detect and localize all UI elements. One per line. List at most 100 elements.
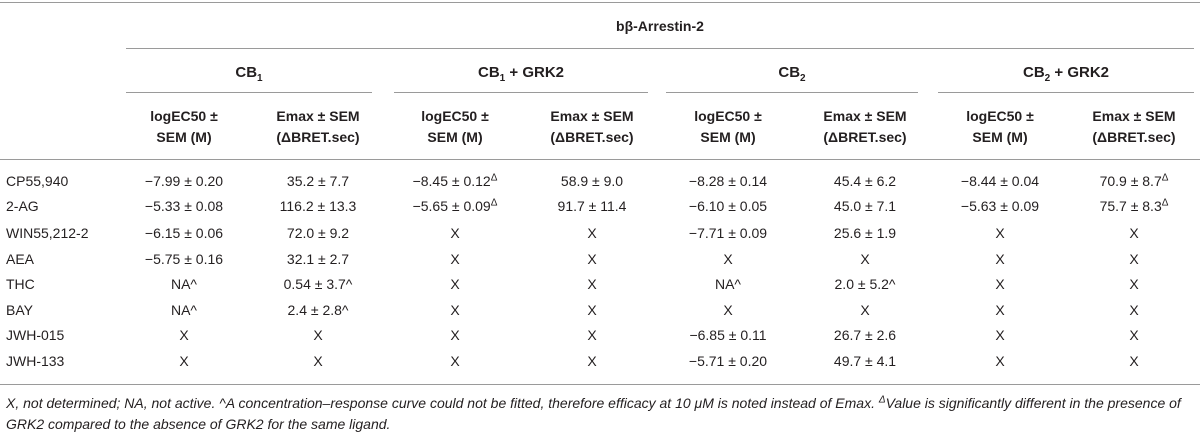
table-cell: X — [524, 248, 660, 270]
cell-value: 49.7 ± 4.1 — [833, 353, 897, 369]
table-cell: X — [932, 324, 1068, 346]
table-cell: 116.2 ± 13.3 — [250, 195, 386, 217]
table-cell: X — [1066, 324, 1200, 346]
table-cell: 25.6 ± 1.9 — [797, 222, 933, 244]
cell-value: −5.75 ± 0.16 — [144, 251, 224, 267]
column-header-1: logEC50 ± SEM (M) — [116, 106, 252, 148]
table-cell: −7.99 ± 0.20 — [116, 170, 252, 192]
column-header-line1: logEC50 ± — [694, 108, 762, 124]
column-header-line1: logEC50 ± — [966, 108, 1034, 124]
group-header-suffix: + GRK2 — [505, 64, 564, 81]
table-cell: NA^ — [660, 273, 796, 295]
cell-value: X — [450, 276, 460, 292]
cell-value: 45.4 ± 6.2 — [833, 173, 897, 189]
table-cell: X — [797, 299, 933, 321]
cell-value: −8.28 ± 0.14 — [688, 173, 768, 189]
table-cell: 26.7 ± 2.6 — [797, 324, 933, 346]
column-header-line1: logEC50 ± — [150, 108, 218, 124]
column-header-line2: (ΔBRET.sec) — [1092, 129, 1176, 145]
cell-value: X — [860, 302, 870, 318]
table-row: BAY NA^ 2.4 ± 2.8^ X X X X X X — [0, 299, 1200, 321]
cell-value: X — [995, 353, 1005, 369]
group-header-subscript: 1 — [499, 73, 506, 84]
column-header-2: Emax ± SEM (ΔBRET.sec) — [250, 106, 386, 148]
table-row: JWH-015 X X X X −6.85 ± 0.11 26.7 ± 2.6 X X — [0, 324, 1200, 346]
cell-value: NA^ — [714, 276, 742, 292]
table-cell: X — [1066, 248, 1200, 270]
table-cell: X — [932, 222, 1068, 244]
cell-value: −6.15 ± 0.06 — [144, 225, 224, 241]
column-header-7: logEC50 ± SEM (M) — [932, 106, 1068, 148]
table-cell: X — [932, 248, 1068, 270]
column-header-line1: Emax ± SEM — [276, 108, 360, 124]
cell-value: 45.0 ± 7.1 — [833, 198, 897, 214]
cell-value: −7.71 ± 0.09 — [688, 225, 768, 241]
table-row: CP55,940 −7.99 ± 0.20 35.2 ± 7.7 −8.45 ± 0.… — [0, 170, 1200, 192]
ligand-name: WIN55,212-2 — [6, 225, 89, 241]
cell-value: X — [587, 353, 597, 369]
table-cell: −8.44 ± 0.04 — [932, 170, 1068, 192]
table-row: 2-AG −5.33 ± 0.08 116.2 ± 13.3 −5.65 ± 0.09… — [0, 195, 1200, 217]
cell-value: X — [450, 225, 460, 241]
cell-value: 2.4 ± 2.8^ — [287, 302, 349, 318]
table-cell: −6.85 ± 0.11 — [660, 324, 796, 346]
column-header-line1: Emax ± SEM — [1092, 108, 1176, 124]
table-cell: X — [1066, 222, 1200, 244]
column-header-line2: (ΔBRET.sec) — [276, 129, 360, 145]
table-cell: X — [250, 324, 386, 346]
cell-value: X — [1129, 353, 1139, 369]
table-cell: X — [250, 350, 386, 372]
table-cell: X — [797, 248, 933, 270]
column-header-3: logEC50 ± SEM (M) — [387, 106, 523, 148]
footnote-text-1: X, not determined; NA, not active. ^A co… — [6, 395, 879, 411]
column-header-line1: Emax ± SEM — [550, 108, 634, 124]
table-cell: X — [387, 248, 523, 270]
cell-value: X — [1129, 302, 1139, 318]
group-header-4: CB2 + GRK2 — [938, 64, 1194, 84]
group-header-3: CB2 — [666, 64, 918, 84]
ligand-name: AEA — [6, 251, 35, 267]
ligand-name: 2-AG — [6, 198, 39, 214]
column-header-line2: SEM (M) — [156, 129, 212, 145]
table-top-rule — [0, 2, 1200, 3]
cell-value: X — [587, 225, 597, 241]
table-cell: 2.0 ± 5.2^ — [797, 273, 933, 295]
cell-value: X — [1129, 225, 1139, 241]
cell-value: 116.2 ± 13.3 — [279, 198, 357, 214]
table-cell: 45.0 ± 7.1 — [797, 195, 933, 217]
group-header-subscript: 1 — [257, 73, 263, 84]
cell-value: 2.0 ± 5.2^ — [834, 276, 896, 292]
table-cell: −6.15 ± 0.06 — [116, 222, 252, 244]
cell-value: −5.33 ± 0.08 — [144, 198, 224, 214]
significance-mark: Δ — [1161, 172, 1169, 184]
table-cell: X — [660, 248, 796, 270]
group-header-base: CB — [778, 64, 801, 81]
column-header-4: Emax ± SEM (ΔBRET.sec) — [524, 106, 660, 148]
cell-value: X — [723, 251, 733, 267]
group-header-rule — [394, 92, 648, 93]
table-cell: X — [1066, 350, 1200, 372]
table-cell: X — [932, 299, 1068, 321]
table-main-header: bβ-Arrestin-2 — [616, 18, 704, 34]
cell-value: −8.44 ± 0.04 — [960, 173, 1040, 189]
cell-value: X — [587, 276, 597, 292]
table-cell: 0.54 ± 3.7^ — [250, 273, 386, 295]
cell-value: X — [313, 327, 323, 343]
table-cell: −5.33 ± 0.08 — [116, 195, 252, 217]
cell-value: 35.2 ± 7.7 — [286, 173, 350, 189]
table-cell: 72.0 ± 9.2 — [250, 222, 386, 244]
cell-value: X — [1129, 327, 1139, 343]
table-cell: X — [1066, 299, 1200, 321]
cell-value: 91.7 ± 11.4 — [557, 198, 627, 214]
group-header-base: CB — [1022, 64, 1045, 81]
ligand-name: JWH-133 — [6, 353, 65, 369]
group-header-rule — [126, 92, 372, 93]
footnote-delta-mark: Δ — [878, 394, 886, 406]
table-cell: X — [1066, 273, 1200, 295]
cell-value: X — [1129, 276, 1139, 292]
group-header-base: CB — [477, 64, 500, 81]
ligand-name: CP55,940 — [6, 173, 69, 189]
table-row: WIN55,212-2 −6.15 ± 0.06 72.0 ± 9.2 X X −7.71… — [0, 222, 1200, 244]
table-row: AEA −5.75 ± 0.16 32.1 ± 2.7 X X X X X X — [0, 248, 1200, 270]
group-header-subscript: 2 — [800, 73, 806, 84]
